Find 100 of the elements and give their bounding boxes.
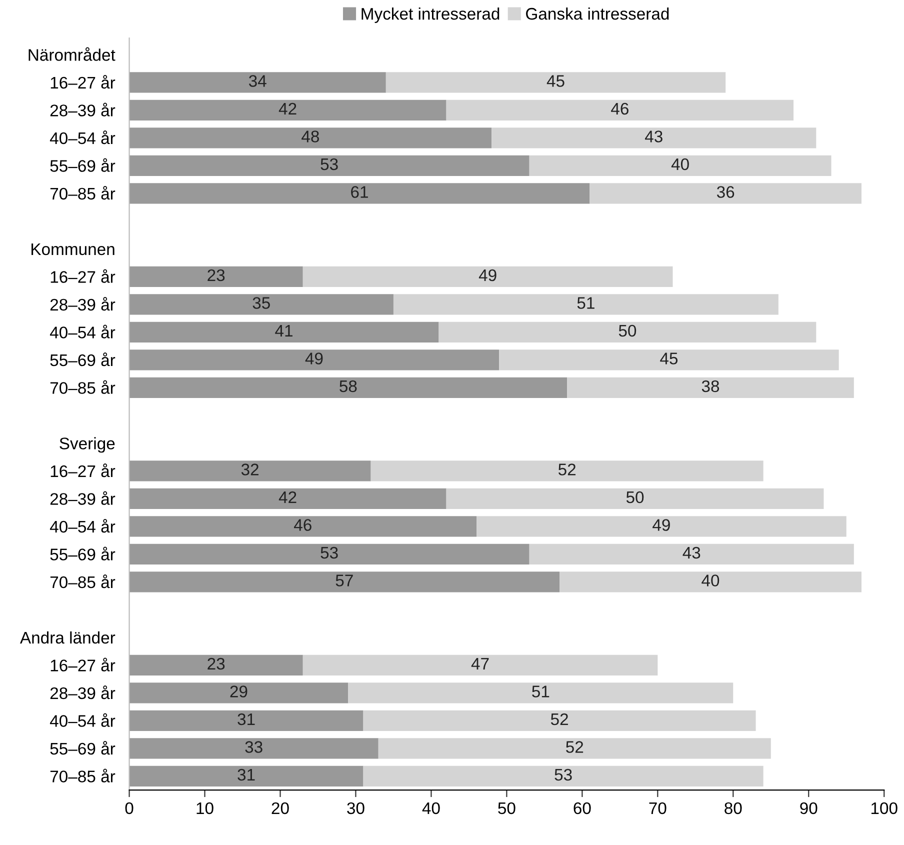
bar: [529, 544, 854, 564]
bar: [492, 128, 816, 148]
y-tick-label: 70–85 år: [50, 574, 116, 588]
bar: [129, 155, 530, 176]
data-label: 36: [716, 186, 734, 198]
data-label: 42: [278, 102, 296, 114]
y-tick-label: 55–69 år: [50, 741, 116, 755]
data-label: 40: [702, 574, 720, 586]
y-tick-label: 40–54 år: [50, 713, 116, 727]
y-tick-label: 16–27 år: [50, 75, 116, 89]
y-tick-label: 70–85 år: [50, 380, 116, 394]
y-tick-label: 55–69 år: [50, 158, 116, 172]
bar: [129, 654, 303, 676]
data-label: 46: [294, 519, 312, 531]
bar: [129, 183, 590, 204]
data-label: 31: [238, 768, 255, 781]
bar: [370, 460, 764, 482]
bar: [378, 738, 771, 759]
bar: [129, 322, 439, 342]
bar: [499, 350, 839, 370]
data-label: 33: [245, 741, 262, 753]
data-label: 34: [248, 75, 266, 87]
data-label: 49: [478, 269, 496, 282]
bar: [363, 766, 764, 786]
x-tick-label: 0: [125, 802, 134, 814]
bar: [348, 682, 734, 704]
data-label: 51: [532, 686, 550, 698]
bar: [129, 738, 378, 759]
y-tick-label: 28–39 år: [50, 686, 116, 700]
data-label: 35: [252, 297, 270, 309]
data-label: 43: [645, 130, 662, 142]
data-label: 43: [682, 546, 700, 559]
y-tick-label: 28–39 år: [50, 102, 116, 116]
data-label: 58: [340, 380, 357, 392]
bar: [129, 766, 364, 786]
bar: [363, 710, 756, 731]
x-tick-label: 70: [649, 802, 666, 814]
x-tick-label: 100: [871, 802, 898, 814]
bar: [129, 350, 500, 370]
bar: [446, 100, 794, 120]
data-label: 23: [208, 658, 225, 670]
bar: [129, 682, 348, 704]
y-tick-label: 16–27 år: [50, 658, 116, 672]
legend-label: Mycket intresserad: [362, 7, 500, 24]
y-tick-label: 70–85 år: [50, 768, 116, 782]
y-tick-label: 16–27 år: [50, 269, 116, 283]
data-label: 29: [230, 686, 248, 698]
bar: [446, 488, 824, 509]
data-label: 53: [320, 546, 338, 559]
data-label: 49: [305, 352, 323, 364]
y-tick-label: Kommunen: [32, 244, 114, 256]
data-label: 32: [241, 464, 258, 476]
data-label: 52: [566, 741, 584, 753]
bar: [560, 572, 862, 592]
bar: [567, 377, 854, 398]
y-tick-label: 28–39 år: [50, 491, 116, 505]
bar: [129, 544, 530, 564]
bar: [393, 294, 778, 315]
data-label: 49: [652, 519, 670, 531]
bar: [129, 460, 371, 482]
data-label: 40: [671, 158, 689, 170]
y-tick-label: 40–54 år: [50, 519, 116, 533]
y-tick-label: 55–69 år: [50, 352, 116, 366]
data-label: 53: [320, 158, 338, 170]
bar: [129, 572, 560, 592]
y-tick-label: 70–85 år: [50, 186, 116, 200]
data-label: 52: [550, 713, 568, 726]
bar: [129, 266, 303, 287]
bar: [129, 488, 446, 509]
data-label: 45: [546, 75, 564, 87]
data-label: 51: [577, 297, 594, 309]
data-label: 53: [554, 768, 572, 781]
bar: [129, 72, 386, 93]
bar: [129, 516, 476, 537]
y-tick-label: Närområdet: [28, 47, 116, 61]
x-tick-label: 90: [800, 802, 818, 814]
x-tick-label: 10: [196, 802, 214, 814]
bar: [129, 710, 364, 731]
bar: [129, 100, 446, 120]
x-tick-label: 40: [422, 802, 440, 814]
x-tick-label: 80: [724, 802, 742, 814]
data-label: 47: [471, 658, 489, 670]
bar: [129, 294, 394, 315]
bar: [129, 377, 568, 398]
legend-label: Ganska intresserad: [526, 7, 669, 20]
x-tick-label: 20: [272, 802, 289, 814]
data-label: 23: [208, 269, 225, 282]
bar: [386, 72, 726, 93]
data-label: 57: [336, 574, 353, 586]
data-label: 45: [660, 352, 678, 364]
data-label: 41: [275, 325, 292, 336]
data-label: 50: [618, 324, 636, 337]
data-label: 31: [238, 713, 255, 726]
x-tick-label: 60: [574, 802, 591, 814]
data-label: 61: [351, 186, 368, 198]
bar: [438, 322, 816, 342]
bar: [476, 516, 846, 537]
bar: [302, 266, 673, 287]
data-label: 38: [702, 380, 720, 392]
x-tick-label: 50: [498, 802, 516, 814]
